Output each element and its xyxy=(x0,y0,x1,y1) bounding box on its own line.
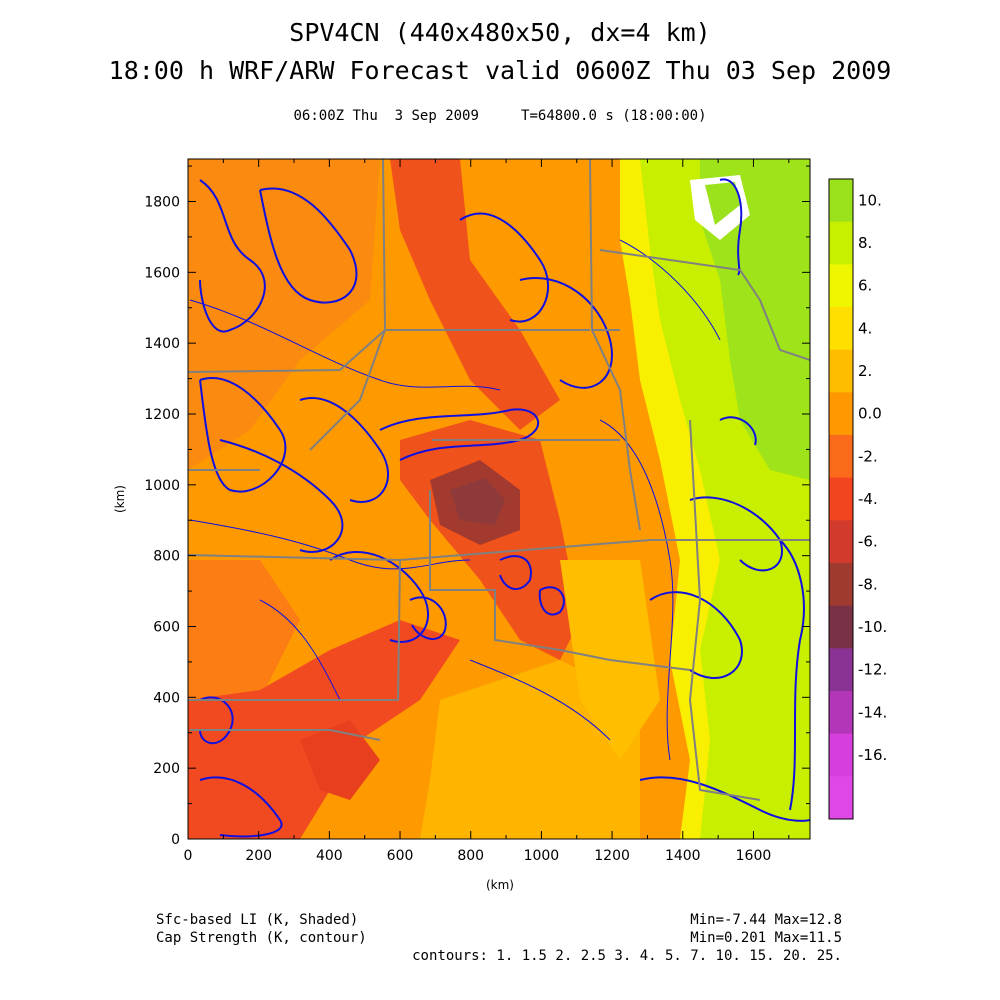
x-axis-title: (km) xyxy=(486,878,514,892)
x-tick-label: 1400 xyxy=(665,848,701,864)
x-tick-label: 800 xyxy=(457,848,484,864)
x-tick-label: 1200 xyxy=(594,848,630,864)
colorbar-swatch xyxy=(829,264,853,308)
colorbar-label: 8. xyxy=(858,234,872,252)
y-axis-title: (km) xyxy=(113,485,127,513)
colorbar-swatch xyxy=(829,349,853,393)
colorbar-label: -6. xyxy=(858,533,878,551)
colorbar-label: -2. xyxy=(858,447,878,465)
x-tick-label: 200 xyxy=(245,848,272,864)
y-tick-label: 600 xyxy=(153,620,180,636)
state-borders xyxy=(188,159,810,801)
x-tick-label: 1000 xyxy=(524,848,560,864)
colorbar-label: 6. xyxy=(858,277,872,295)
colorbar-swatch xyxy=(829,179,853,223)
colorbar-label: -16. xyxy=(858,746,887,764)
colorbar-swatch xyxy=(829,221,853,265)
colorbar-swatch xyxy=(829,392,853,436)
contour-field-label: Cap Strength (K, contour) xyxy=(156,930,367,946)
shaded-field-label: Sfc-based LI (K, Shaded) xyxy=(156,912,359,928)
x-tick-label: 0 xyxy=(184,848,193,864)
colorbar-swatch xyxy=(829,520,853,564)
colorbar-swatch xyxy=(829,691,853,735)
colorbar-swatch xyxy=(829,563,853,607)
colorbar-swatch xyxy=(829,477,853,521)
y-tick-label: 200 xyxy=(153,761,180,777)
colorbar-swatch xyxy=(829,435,853,479)
colorbar-swatch xyxy=(829,605,853,649)
chart-subtitle: 06:00Z Thu 3 Sep 2009 T=64800.0 s (18:00… xyxy=(293,108,707,124)
colorbar-label: -4. xyxy=(858,490,878,508)
cap-contours-thin xyxy=(189,239,721,761)
x-axis-ticks: 0 200 400 600 800 1000 1200 1400 1600 xyxy=(184,159,790,864)
contour-field-stats: Min=0.201 Max=11.5 xyxy=(690,930,842,946)
shaded-field xyxy=(188,159,810,839)
y-tick-label: 0 xyxy=(171,832,180,848)
chart-title: SPV4CN (440x480x50, dx=4 km) xyxy=(289,18,711,47)
y-tick-label: 1600 xyxy=(144,265,180,281)
plot-frame xyxy=(187,158,811,840)
colorbar-label: -8. xyxy=(858,575,878,593)
contour-levels: contours: 1. 1.5 2. 2.5 3. 4. 5. 7. 10. … xyxy=(412,948,842,964)
colorbar-swatch xyxy=(829,733,853,777)
colorbar-swatch xyxy=(829,648,853,692)
y-tick-label: 1200 xyxy=(144,407,180,423)
colorbar-swatch xyxy=(829,307,853,351)
colorbar-label: -14. xyxy=(858,703,887,721)
y-tick-label: 800 xyxy=(153,549,180,565)
colorbar-label: 10. xyxy=(858,191,882,209)
x-tick-label: 600 xyxy=(387,848,414,864)
colorbar-swatch xyxy=(829,776,853,820)
x-tick-label: 400 xyxy=(316,848,343,864)
y-tick-label: 400 xyxy=(153,690,180,706)
y-tick-label: 1000 xyxy=(144,478,180,494)
chart-title-forecast: 18:00 h WRF/ARW Forecast valid 0600Z Thu… xyxy=(108,56,892,85)
colorbar-frame xyxy=(828,178,854,820)
shaded-field-stats: Min=-7.44 Max=12.8 xyxy=(690,912,842,928)
x-tick-label: 1600 xyxy=(736,848,772,864)
colorbar: 10. 8. 6. 4. 2. 0.0 -2. -4. -6. -8. -10. -12. -14. -1… xyxy=(828,178,887,820)
y-tick-label: 1400 xyxy=(144,336,180,352)
y-axis-ticks: 0 200 400 600 800 1000 1200 1400 1600 1800 xyxy=(144,165,810,848)
colorbar-label: 4. xyxy=(858,319,872,337)
colorbar-label: -12. xyxy=(858,661,887,679)
colorbar-label: 0.0 xyxy=(858,405,882,423)
colorbar-label: -10. xyxy=(858,618,887,636)
y-tick-label: 1800 xyxy=(144,195,180,211)
cap-contours xyxy=(199,178,810,838)
colorbar-label: 2. xyxy=(858,362,872,380)
